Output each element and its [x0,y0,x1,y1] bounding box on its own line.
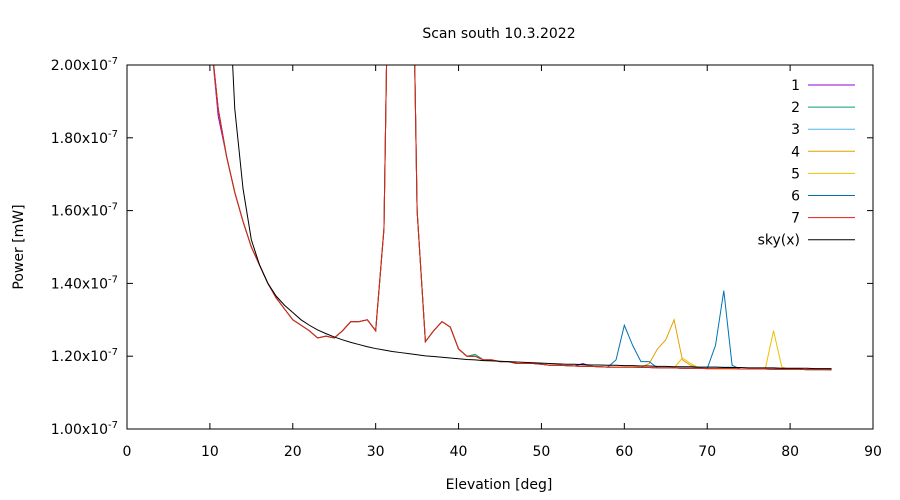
y-tick-label: 1.00x10-7 [51,420,118,438]
plot-area [212,65,832,371]
x-tick-label: 10 [201,444,219,460]
series-line [213,65,832,371]
legend-label: 5 [791,166,800,182]
x-axis-label: Elevation [deg] [446,477,553,493]
series-line [232,65,832,370]
y-tick-label: 2.00x10-7 [51,56,118,74]
chart-title: Scan south 10.3.2022 [422,26,575,42]
x-tick-label: 60 [615,444,633,460]
legend-label: 1 [791,78,800,94]
legend-label: sky(x) [758,233,800,249]
x-tick-label: 20 [284,444,302,460]
series-line [213,65,832,371]
legend-label: 2 [791,100,800,116]
y-tick-label: 1.60x10-7 [51,202,118,220]
legend-label: 6 [791,189,800,205]
series-line [213,65,832,371]
y-tick-label: 1.80x10-7 [51,129,118,147]
x-tick-label: 0 [123,444,132,460]
y-axis-label: Power [mW] [11,204,27,289]
x-tick-label: 40 [450,444,468,460]
x-tick-label: 30 [367,444,385,460]
legend-label: 4 [791,144,800,160]
y-tick-label: 1.40x10-7 [51,274,118,292]
plot-frame [126,64,874,430]
y-tick-label: 1.20x10-7 [51,347,118,365]
x-tick-label: 50 [533,444,551,460]
legend-label: 7 [791,211,800,227]
x-tick-label: 80 [781,444,799,460]
x-tick-label: 70 [698,444,716,460]
series-line [212,65,832,371]
series-line [213,65,832,371]
legend-label: 3 [791,122,800,138]
series-line [213,65,832,371]
series-line [213,65,832,371]
x-tick-label: 90 [864,444,882,460]
